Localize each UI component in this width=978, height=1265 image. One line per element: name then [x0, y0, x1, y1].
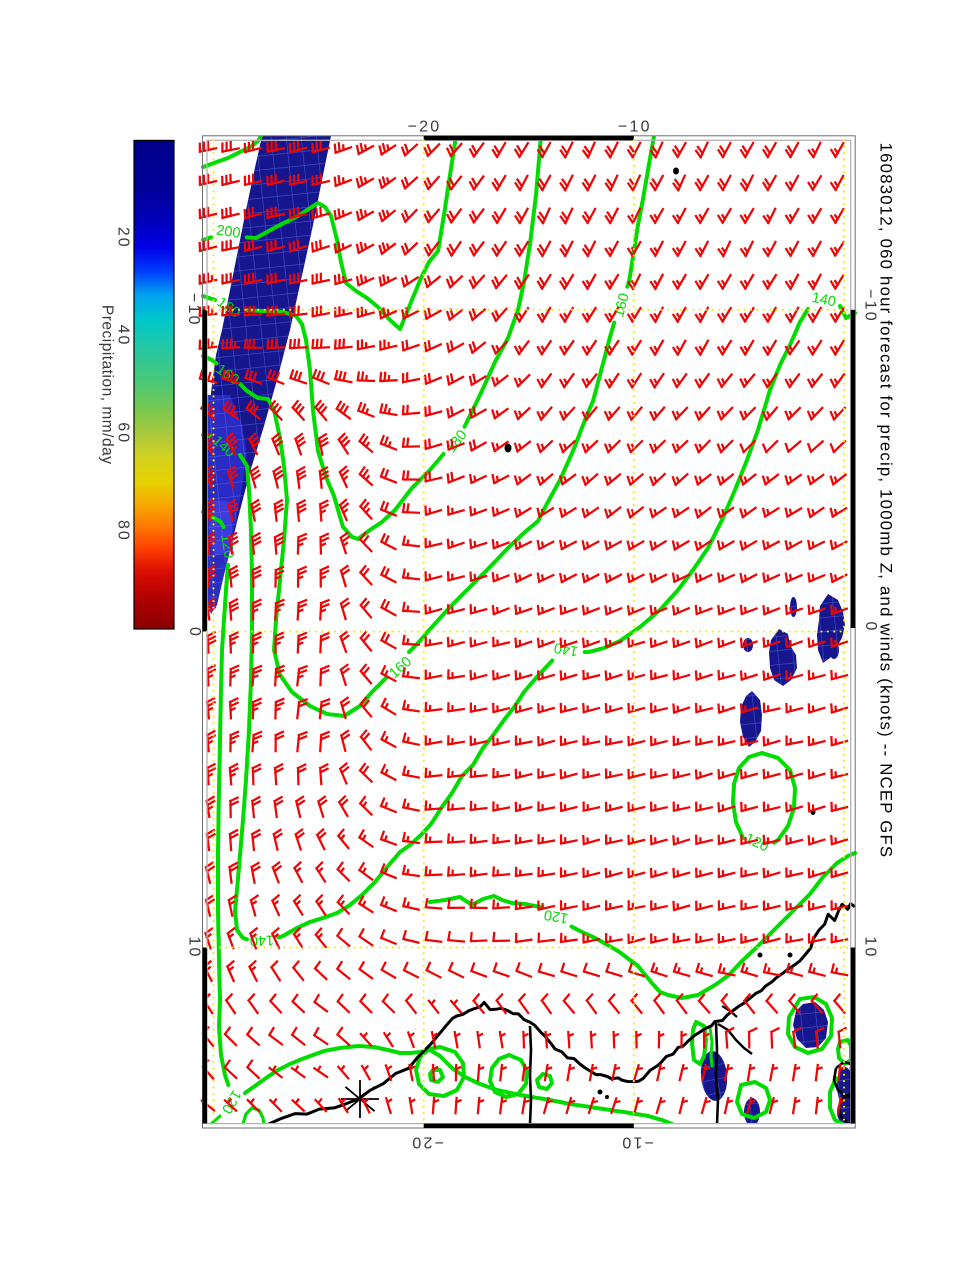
svg-text:16083012, 060 hour forecast fo: 16083012, 060 hour forecast for precip, …: [877, 143, 896, 859]
svg-text:120: 120: [543, 906, 570, 926]
svg-text:−20: −20: [410, 1134, 444, 1151]
svg-text:200: 200: [215, 222, 241, 241]
svg-text:Precipitation, mm/day: Precipitation, mm/day: [99, 305, 116, 465]
svg-text:−10: −10: [862, 289, 879, 323]
svg-text:20: 20: [115, 227, 132, 249]
svg-text:10: 10: [862, 936, 879, 958]
svg-text:40: 40: [115, 325, 132, 347]
svg-text:−20: −20: [408, 119, 442, 136]
svg-text:80: 80: [115, 520, 132, 542]
svg-text:10: 10: [186, 936, 203, 958]
svg-text:−10: −10: [618, 119, 652, 136]
svg-text:140: 140: [810, 290, 837, 311]
svg-text:0: 0: [186, 627, 203, 636]
svg-text:0: 0: [862, 622, 879, 631]
svg-text:−10: −10: [185, 293, 202, 327]
svg-text:60: 60: [115, 422, 132, 444]
svg-text:−10: −10: [620, 1134, 654, 1151]
